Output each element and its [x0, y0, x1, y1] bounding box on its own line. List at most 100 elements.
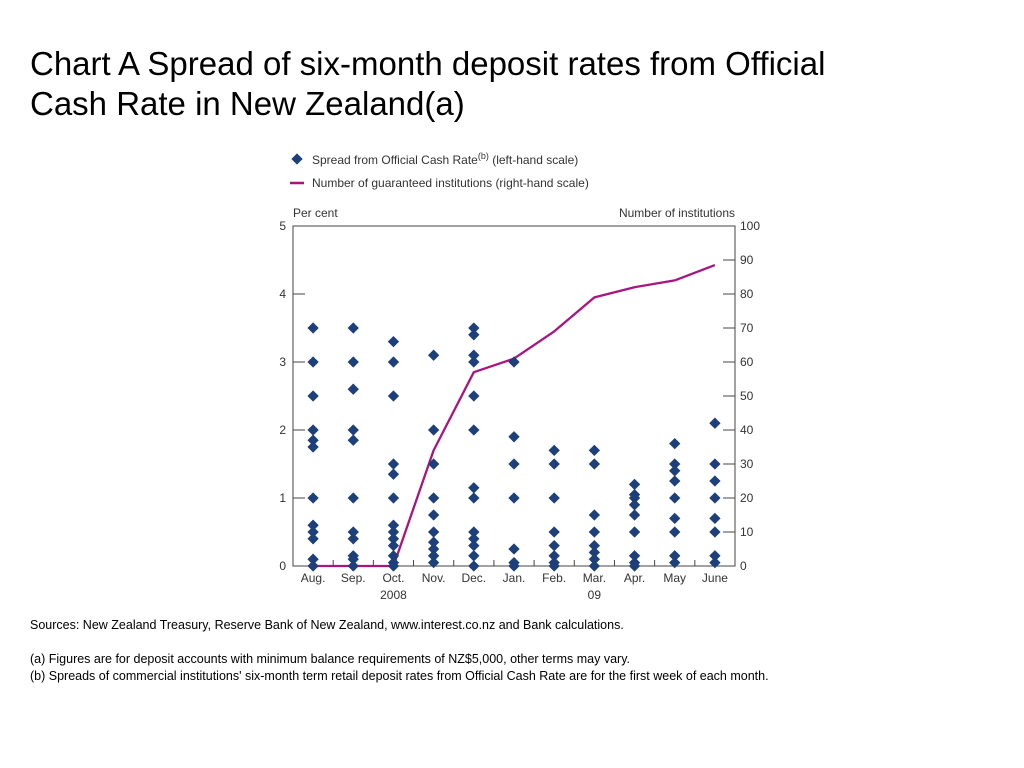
spread-diamond-point — [709, 492, 721, 504]
spread-diamond-point — [468, 482, 480, 494]
spread-diamond-point — [387, 539, 400, 552]
spread-diamond-point — [548, 560, 560, 572]
spread-diamond-point — [709, 556, 721, 569]
spread-diamond-point — [669, 512, 681, 525]
x-category-label: Jan. — [503, 571, 526, 585]
spread-diamond-point — [307, 434, 319, 446]
spread-diamond-point — [669, 437, 681, 450]
spread-diamond-point — [548, 550, 560, 562]
chart-title-line-2: Cash Rate in New Zealand(a) — [30, 85, 465, 122]
x-category-label: May — [663, 571, 686, 585]
x-category-label: Sep. — [341, 571, 366, 585]
spread-diamond-point — [427, 526, 440, 538]
plot-frame — [292, 225, 736, 567]
spread-diamond-point — [588, 539, 601, 552]
spread-diamond-point — [387, 468, 400, 480]
spread-diamond-point — [669, 475, 681, 487]
spread-diamond-point — [468, 329, 480, 341]
spread-diamond-point — [588, 560, 601, 572]
spread-diamond-point — [468, 424, 480, 436]
spread-diamond-point — [427, 556, 440, 569]
legend-item-spread: Spread from Official Cash Rate(b) (left-… — [312, 151, 578, 167]
spread-diamond-point — [387, 560, 400, 572]
spread-diamond-point — [508, 458, 520, 470]
left-tick-label: 0 — [279, 559, 286, 573]
legend-item-institutions: Number of guaranteed institutions (right… — [312, 176, 589, 190]
spread-diamond-point — [669, 458, 681, 470]
chart-legend: Spread from Official Cash Rate(b) (left-… — [290, 151, 589, 190]
spread-diamond-point — [307, 533, 319, 545]
spread-diamond-point — [468, 322, 480, 334]
spread-diamond-point — [548, 458, 560, 470]
spread-diamond-point — [628, 499, 641, 511]
spread-diamond-point — [347, 322, 359, 334]
spread-diamond-point — [468, 349, 480, 361]
spread-diamond-point — [669, 492, 681, 504]
x-category-label: Mar. — [583, 571, 606, 585]
right-tick-label: 50 — [740, 389, 754, 403]
right-tick-label: 60 — [740, 355, 754, 369]
x-category-label: Feb. — [542, 571, 566, 585]
spread-diamond-point — [347, 533, 359, 545]
spread-diamond-point — [669, 550, 681, 562]
spread-diamond-point — [468, 526, 480, 538]
spread-diamond-point — [347, 492, 359, 504]
spread-diamond-point — [468, 539, 480, 552]
spread-diamond-point — [669, 465, 681, 477]
spread-diamond-point — [307, 390, 319, 402]
x-year-label: 2008 — [380, 588, 407, 602]
spread-diamond-point — [709, 475, 721, 487]
spread-diamond-point — [508, 356, 520, 368]
x-category-label: June — [702, 571, 728, 585]
chart-title-line-1: Chart A Spread of six-month deposit rate… — [30, 45, 826, 82]
spread-diamond-point — [709, 526, 721, 538]
right-tick-label: 80 — [740, 287, 754, 301]
spread-diamond-point — [709, 550, 721, 562]
sources-note: Sources: New Zealand Treasury, Reserve B… — [30, 618, 624, 632]
right-tick-label: 70 — [740, 321, 754, 335]
left-tick-label: 5 — [279, 219, 286, 233]
left-tick-label: 1 — [279, 491, 286, 505]
spread-diamond-point — [588, 509, 601, 521]
spread-diamond-point — [508, 492, 520, 504]
chart-title: Chart A Spread of six-month deposit rate… — [30, 44, 930, 124]
spread-diamond-point — [468, 550, 480, 562]
spread-diamond-point — [347, 526, 359, 538]
spread-diamond-point — [307, 492, 319, 504]
spread-diamond-point — [468, 390, 480, 402]
spread-diamond-point — [387, 458, 400, 470]
right-tick-label: 30 — [740, 457, 754, 471]
spread-diamond-point — [548, 526, 560, 538]
right-tick-label: 10 — [740, 525, 754, 539]
x-category-label: Nov. — [422, 571, 446, 585]
spread-diamond-point — [669, 526, 681, 538]
spread-diamond-point — [628, 526, 641, 538]
spread-diamond-point — [468, 356, 480, 368]
institutions-line — [313, 264, 716, 568]
right-tick-label: 20 — [740, 491, 754, 505]
spread-diamond-point — [548, 539, 560, 552]
spread-diamond-point — [468, 560, 480, 572]
spread-diamond-point — [307, 553, 319, 565]
dual-axis-chart: Spread from Official Cash Rate(b) (left-… — [279, 151, 760, 602]
spread-diamond-point — [628, 492, 641, 504]
spread-diamond-point — [347, 560, 359, 572]
right-tick-label: 100 — [740, 219, 760, 233]
spread-diamond-point — [347, 553, 359, 565]
right-tick-label: 40 — [740, 423, 754, 437]
spread-diamond-point — [468, 492, 480, 504]
footnotes: Sources: New Zealand Treasury, Reserve B… — [30, 617, 1010, 685]
spread-diamond-point — [508, 543, 520, 555]
x-category-label: Aug. — [301, 571, 326, 585]
spread-diamond-point — [347, 424, 359, 436]
spread-diamond-point — [387, 335, 400, 348]
spread-diamond-point — [387, 492, 400, 504]
left-tick-label: 3 — [279, 355, 286, 369]
spread-diamond-point — [347, 434, 359, 446]
x-category-label: Oct. — [382, 571, 404, 585]
spread-diamond-point — [588, 553, 601, 565]
spread-diamond-point — [387, 356, 400, 368]
left-tick-label: 2 — [279, 423, 286, 437]
spread-diamond-point — [427, 536, 440, 548]
spread-diamond-point — [307, 356, 319, 368]
